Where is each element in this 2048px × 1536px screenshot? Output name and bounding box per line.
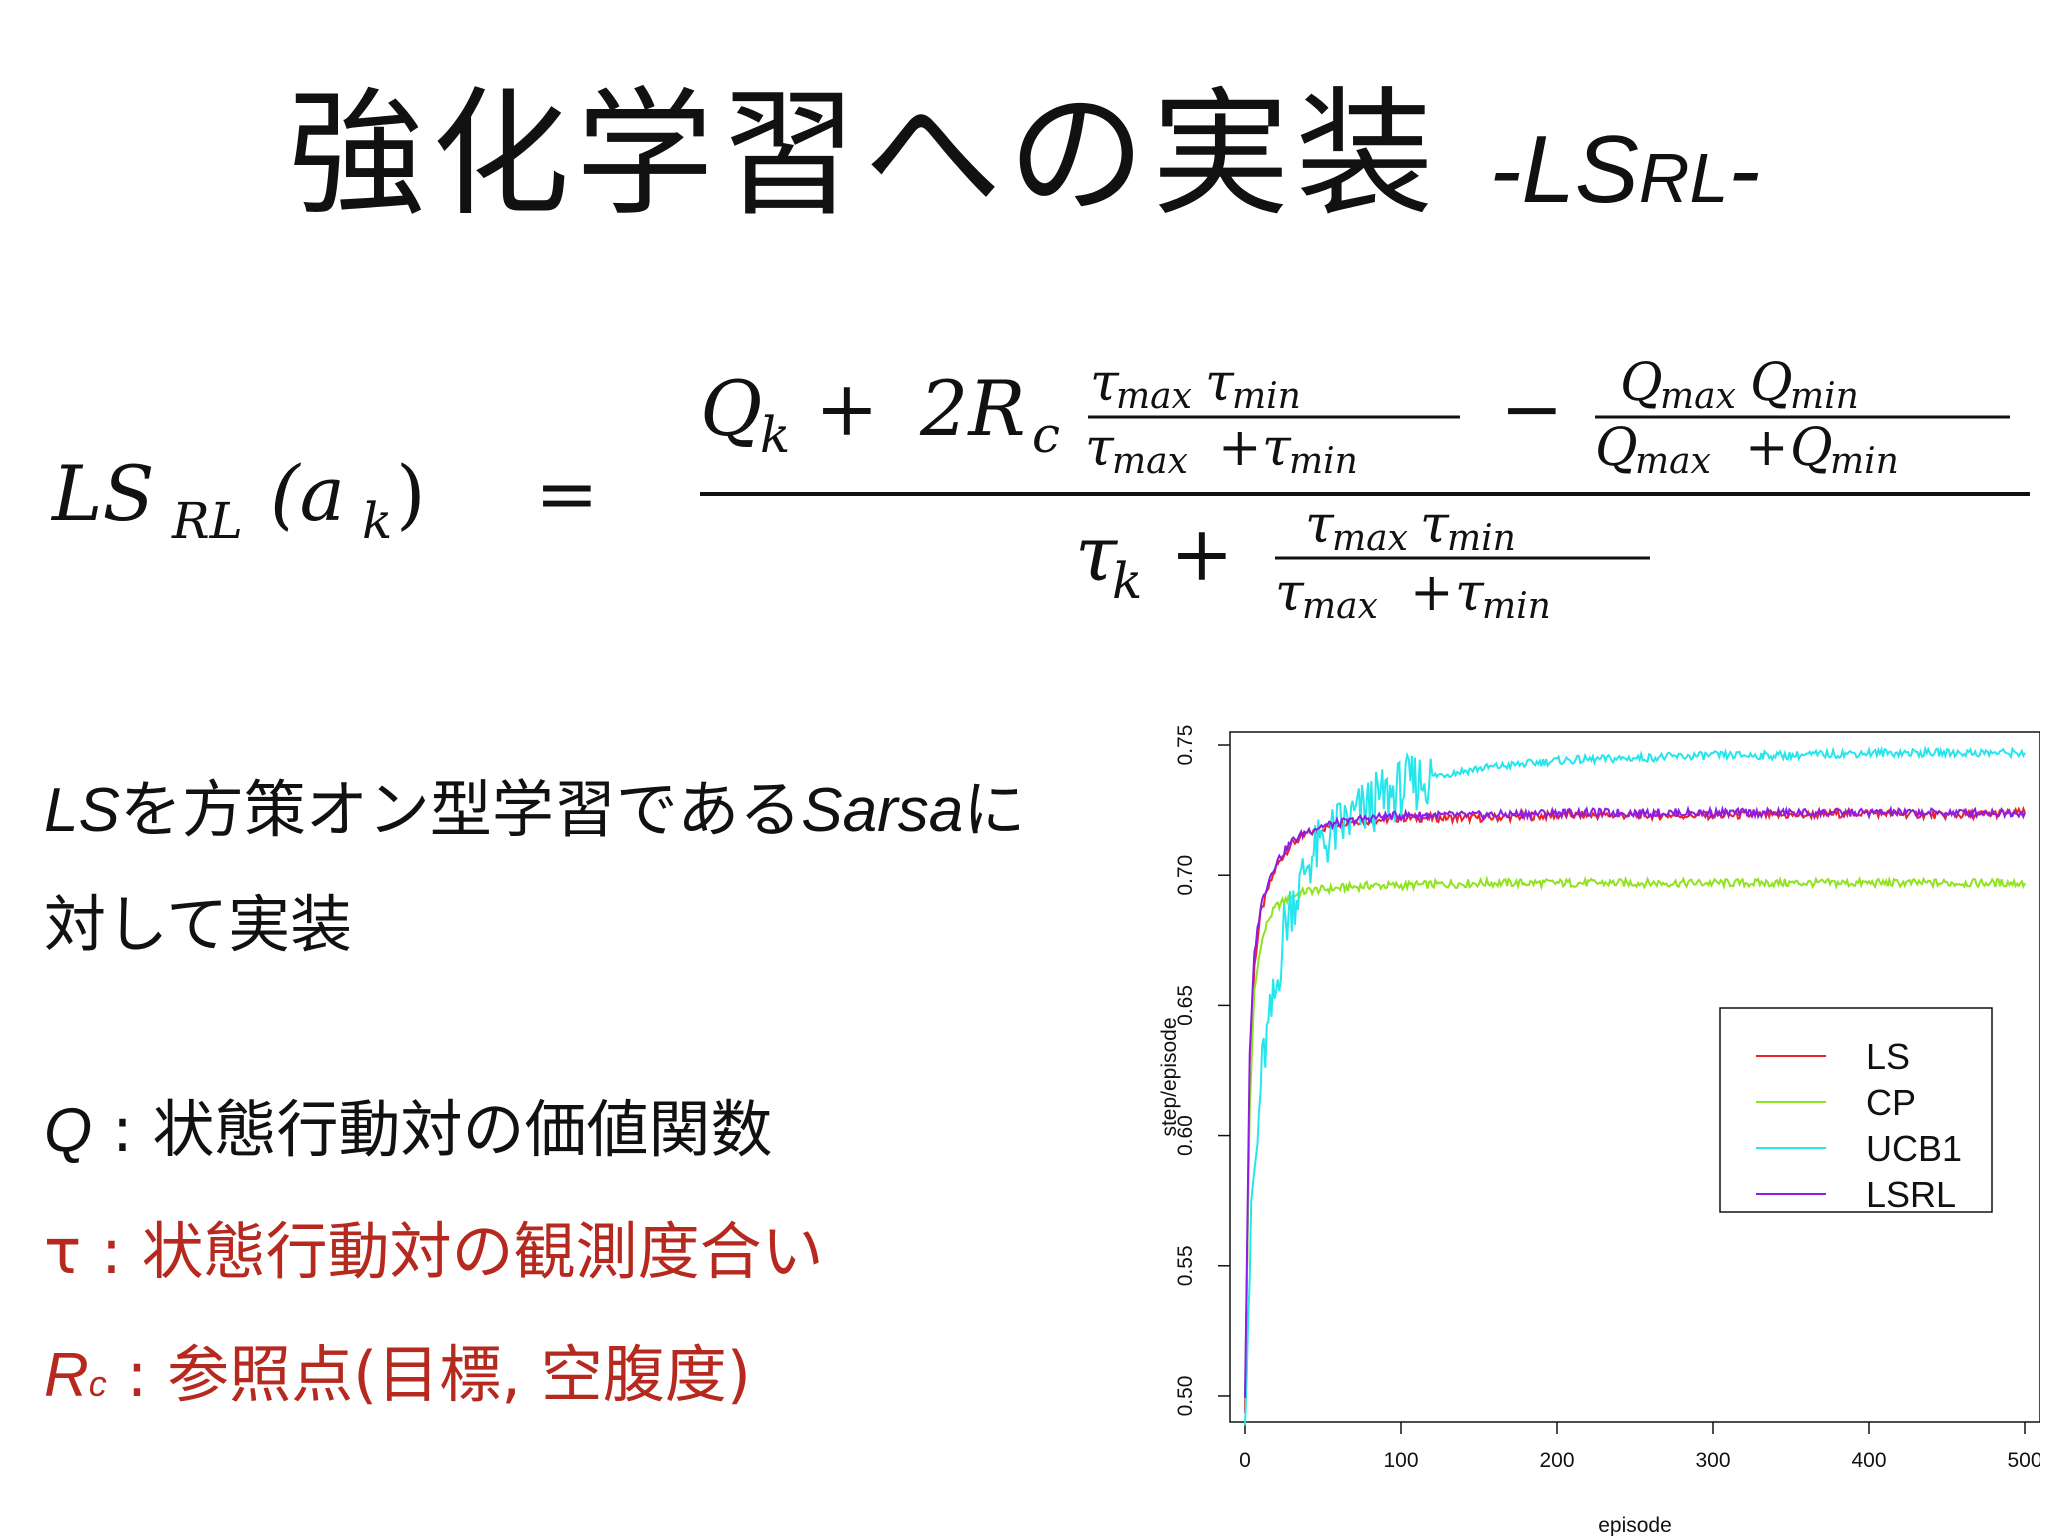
formula-lhs-close: ) bbox=[396, 449, 426, 538]
q-frac-num-q1: Q bbox=[1620, 353, 1663, 413]
definition-rc-symbol: R bbox=[44, 1341, 89, 1410]
y-tick-label: 0.70 bbox=[1174, 855, 1197, 896]
description-text-a: を方策オン型学習である bbox=[119, 773, 802, 846]
den-frac-num-min: min bbox=[1447, 518, 1516, 559]
y-tick-label: 0.75 bbox=[1174, 725, 1197, 766]
series-line-lsrl bbox=[1244, 805, 2026, 1398]
formula-den-tau-sub: k bbox=[1112, 552, 1142, 610]
y-axis-label: step/episode bbox=[1158, 1017, 1181, 1136]
slide-title-subtitle: -LSRL- bbox=[1490, 116, 1761, 223]
plot-layer: 0 100 200 300 400 500 0.50 0.55 0.60 0.65 0.70 0.75… bbox=[1158, 725, 2040, 1536]
formula-minus: − bbox=[1500, 364, 1564, 453]
q-frac-num-q2: Q bbox=[1750, 353, 1793, 413]
lsrl-formula: LS RL (a k ) = Q k + 2R c τ max τ min τ … bbox=[50, 353, 2030, 627]
den-frac-den-tau1: τ bbox=[1275, 563, 1305, 623]
y-tick-label: 0.60 bbox=[1174, 1115, 1197, 1156]
description-sarsa: Sarsa bbox=[801, 776, 964, 845]
formula-lhs-arg-sub: k bbox=[362, 492, 392, 550]
definition-rc-sub: c bbox=[88, 1363, 107, 1404]
den-frac-den-tau2: τ bbox=[1455, 563, 1485, 623]
legend-label-cp: CP bbox=[1866, 1082, 1916, 1123]
formula-q: Q bbox=[700, 364, 762, 453]
formula-plus-2: + bbox=[1170, 509, 1234, 598]
formula-two-r: 2R bbox=[919, 364, 1026, 453]
den-frac-num-max: max bbox=[1332, 518, 1408, 559]
legend-box bbox=[1719, 1007, 1993, 1213]
formula-q-sub: k bbox=[760, 406, 790, 464]
tau-frac-den-tau1: τ bbox=[1085, 418, 1115, 478]
slide-title: 強化学習への実装 -LSRL- bbox=[0, 70, 2048, 263]
tau-frac-num-tau1: τ bbox=[1090, 353, 1120, 413]
subtitle-lead: -LS bbox=[1489, 116, 1639, 223]
plot-frame bbox=[1229, 731, 2040, 1423]
formula-lhs-sub: RL bbox=[171, 492, 243, 550]
y-tick-label: 0.65 bbox=[1174, 985, 1197, 1026]
series-line-ucb1 bbox=[1244, 744, 2026, 1426]
definition-q-symbol: Q bbox=[44, 1096, 93, 1165]
tau-frac-den-tau2: τ bbox=[1262, 418, 1292, 478]
tau-frac-den-plus: + bbox=[1218, 418, 1262, 478]
series-line-cp bbox=[1244, 875, 2026, 1399]
definition-rc-text: : 参照点(目標, 空腹度) bbox=[106, 1338, 751, 1411]
q-frac-num-min: min bbox=[1790, 376, 1859, 417]
x-tick-label: 0 bbox=[1239, 1449, 1251, 1472]
x-tick-label: 400 bbox=[1851, 1449, 1886, 1472]
legend-label-ucb1: UCB1 bbox=[1866, 1128, 1962, 1169]
subtitle-tail: - bbox=[1728, 116, 1761, 223]
den-frac-den-max: max bbox=[1302, 586, 1378, 627]
legend-label-lsrl: LSRL bbox=[1866, 1174, 1956, 1215]
tau-frac-num-tau2: τ bbox=[1205, 353, 1235, 413]
q-frac-den-min: min bbox=[1830, 441, 1899, 482]
slide-title-main: 強化学習への実装 bbox=[287, 74, 1440, 235]
q-frac-den-plus: + bbox=[1745, 418, 1789, 478]
formula-plus-1: + bbox=[815, 364, 879, 453]
definition-tau: τ : 状態行動対の観測度合い bbox=[44, 1212, 824, 1292]
tau-frac-num-min: min bbox=[1232, 376, 1301, 417]
formula-lhs-arg: (a bbox=[270, 449, 345, 538]
q-frac-den-q1: Q bbox=[1595, 418, 1638, 478]
description-line-1: LSを方策オン型学習であるSarsaに bbox=[44, 770, 1025, 851]
formula-lhs-ls: LS bbox=[50, 449, 155, 538]
x-axis-label: episode bbox=[1598, 1514, 1672, 1536]
den-frac-num-tau1: τ bbox=[1305, 495, 1335, 555]
description-line-2: 対して実装 bbox=[44, 888, 353, 961]
den-frac-den-min: min bbox=[1482, 586, 1551, 627]
description-text-b: に bbox=[963, 773, 1026, 846]
tau-frac-den-max: max bbox=[1112, 441, 1188, 482]
formula-equals: = bbox=[535, 449, 599, 538]
definition-q-text: : 状態行動対の価値関数 bbox=[92, 1093, 773, 1166]
subtitle-small: RL bbox=[1638, 139, 1729, 217]
x-tick-label: 100 bbox=[1383, 1449, 1418, 1472]
definition-rc: Rc : 参照点(目標, 空腹度) bbox=[44, 1335, 751, 1424]
formula-den-tau: τ bbox=[1075, 509, 1119, 598]
x-tick-label: 300 bbox=[1695, 1449, 1730, 1472]
q-frac-den-max: max bbox=[1635, 441, 1711, 482]
definition-q: Q : 状態行動対の価値関数 bbox=[44, 1090, 773, 1171]
q-frac-num-max: max bbox=[1660, 376, 1736, 417]
description-ls: LS bbox=[44, 776, 120, 845]
formula-r-sub: c bbox=[1032, 406, 1060, 464]
y-tick-label: 0.55 bbox=[1174, 1245, 1197, 1286]
x-tick-label: 200 bbox=[1539, 1449, 1574, 1472]
tau-frac-num-max: max bbox=[1116, 376, 1192, 417]
y-tick-label: 0.50 bbox=[1174, 1376, 1197, 1417]
legend-label-ls: LS bbox=[1866, 1036, 1910, 1077]
tau-frac-den-min: min bbox=[1289, 441, 1358, 482]
den-frac-num-tau2: τ bbox=[1420, 495, 1450, 555]
x-tick-label: 500 bbox=[2007, 1449, 2040, 1472]
den-frac-den-plus: + bbox=[1410, 563, 1454, 623]
q-frac-den-q2: Q bbox=[1790, 418, 1833, 478]
definition-tau-text: : 状態行動対の観測度合い bbox=[81, 1215, 824, 1288]
definition-tau-symbol: τ bbox=[44, 1215, 82, 1288]
step-per-episode-chart: 0 100 200 300 400 500 0.50 0.55 0.60 0.65 0.70 0.75… bbox=[1158, 725, 2040, 1536]
